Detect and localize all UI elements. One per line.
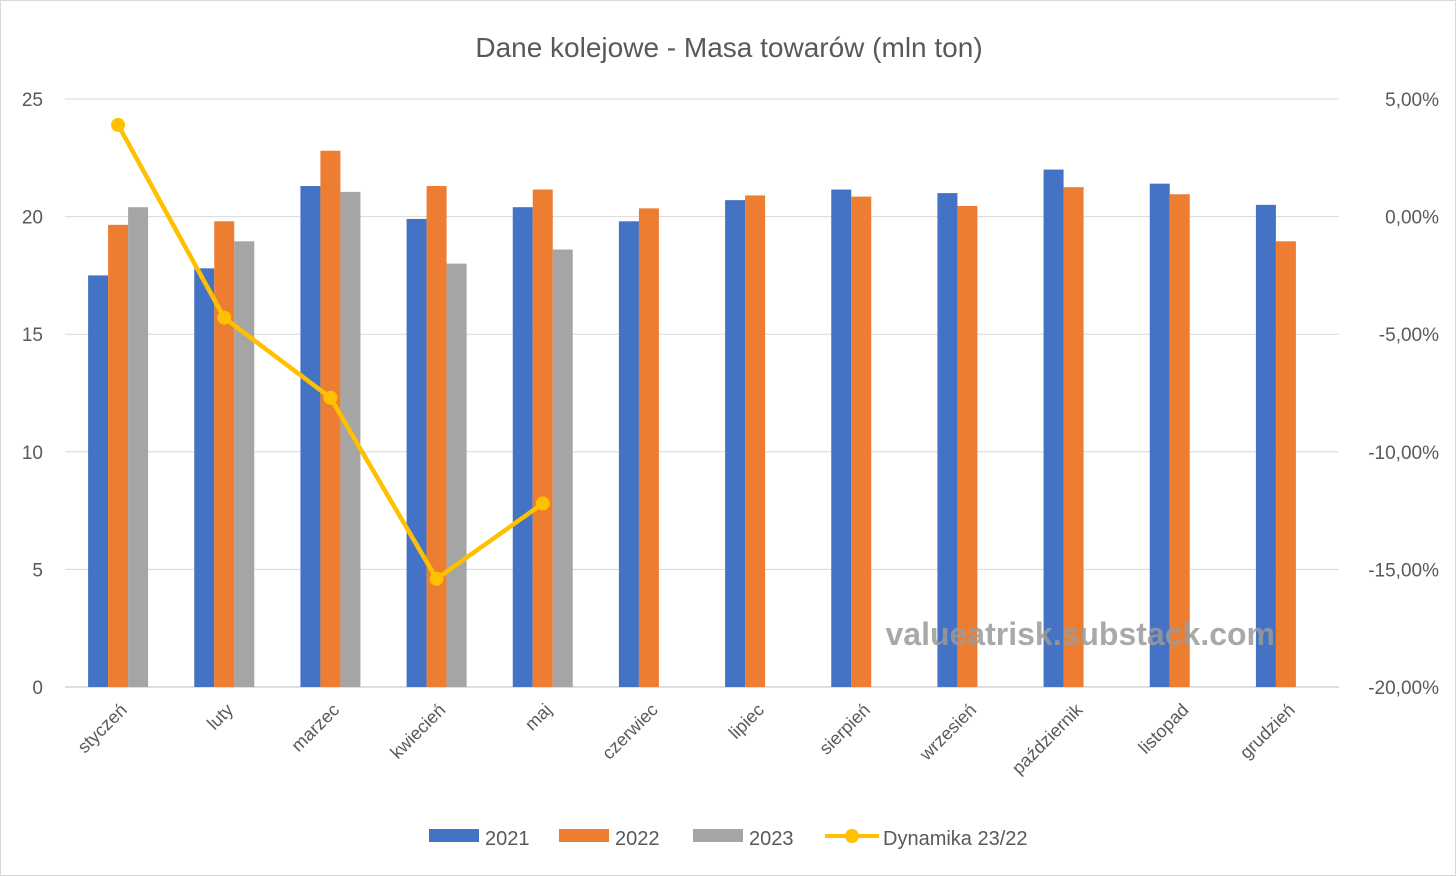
legend-swatch <box>559 829 609 842</box>
bar-2021-6 <box>618 221 639 687</box>
bar-2022-11 <box>1169 194 1190 688</box>
line-point <box>111 117 126 132</box>
category-label: styczeń <box>74 700 131 757</box>
y-right-tick-label: -15,00% <box>1368 560 1439 581</box>
legend-marker <box>845 829 859 843</box>
line-point <box>535 496 550 511</box>
category-label: listopad <box>1135 700 1193 758</box>
legend-label: 2023 <box>749 828 794 850</box>
y-left-tick-label: 5 <box>32 560 43 581</box>
legend: 2021 2022 2023 Dynamika 23/22 <box>429 828 1028 850</box>
bar-2023-5 <box>552 249 573 687</box>
bar-2022-5 <box>532 189 553 687</box>
category-label: kwiecień <box>386 700 449 763</box>
category-label: marzec <box>287 700 343 756</box>
legend-label: 2021 <box>485 828 530 850</box>
category-label: październik <box>1008 699 1087 778</box>
legend-label: 2022 <box>615 828 660 850</box>
y-left-tick-label: 0 <box>32 678 43 699</box>
category-label: maj <box>521 700 556 735</box>
bar-2022-1 <box>108 224 129 687</box>
bar-2021-7 <box>725 200 746 688</box>
category-label: czerwiec <box>598 700 662 764</box>
y-left-tick-label: 10 <box>22 443 43 464</box>
legend-swatch <box>693 829 743 842</box>
y-right-tick-label: -10,00% <box>1368 443 1439 464</box>
bar-2023-4 <box>446 263 467 687</box>
bar-2021-2 <box>194 268 215 687</box>
y-right-tick-label: -5,00% <box>1379 325 1439 346</box>
bar-2021-8 <box>831 189 852 687</box>
bar-2023-1 <box>128 207 149 687</box>
bar-2023-2 <box>234 241 255 687</box>
bar-2022-10 <box>1063 187 1084 687</box>
line-point <box>323 390 338 405</box>
line-point <box>429 571 444 586</box>
bar-2021-9 <box>937 193 958 687</box>
bar-2022-7 <box>745 195 766 687</box>
chart-title: Dane kolejowe - Masa towarów (mln ton) <box>475 32 982 63</box>
bar-2021-3 <box>300 186 321 688</box>
category-label: luty <box>203 700 237 734</box>
category-label: grudzień <box>1236 700 1299 763</box>
bar-2022-6 <box>638 208 659 688</box>
bar-2021-4 <box>406 218 427 687</box>
bar-2022-9 <box>957 206 978 688</box>
bar-2021-10 <box>1043 169 1064 687</box>
bar-2021-12 <box>1255 204 1276 687</box>
category-label: lipiec <box>725 700 768 743</box>
category-label: sierpień <box>815 700 874 759</box>
bar-2022-12 <box>1275 241 1296 687</box>
line-point <box>217 310 232 325</box>
legend-label: Dynamika 23/22 <box>883 828 1028 850</box>
bar-2022-3 <box>320 150 341 687</box>
y-left-tick-label: 25 <box>22 90 43 111</box>
y-right-tick-label: 0,00% <box>1385 208 1439 229</box>
y-left-tick-label: 15 <box>22 325 43 346</box>
bar-2022-8 <box>851 196 872 687</box>
bar-2022-4 <box>426 186 447 688</box>
bar-2023-3 <box>340 191 361 688</box>
watermark: valueatrisk.substack.com <box>885 616 1275 652</box>
legend-swatch <box>429 829 479 842</box>
bar-2021-11 <box>1149 183 1170 687</box>
bar-2022-2 <box>214 221 235 687</box>
bar-2021-5 <box>512 207 533 687</box>
y-right-tick-label: -20,00% <box>1368 678 1439 699</box>
y-left-tick-label: 20 <box>22 208 43 229</box>
bar-2021-1 <box>88 275 109 687</box>
y-right-tick-label: 5,00% <box>1385 90 1439 111</box>
category-label: wrzesień <box>915 700 980 765</box>
